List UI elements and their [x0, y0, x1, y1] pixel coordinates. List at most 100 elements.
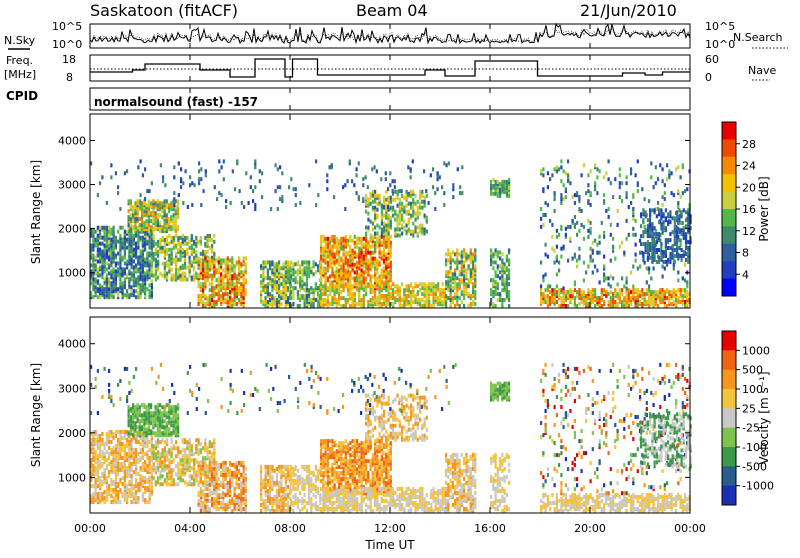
heatmap-cell — [173, 246, 175, 250]
heatmap-cell — [390, 265, 392, 269]
heatmap-cell — [419, 190, 421, 194]
heatmap-cell — [665, 208, 667, 212]
heatmap-cell — [666, 177, 668, 181]
heatmap-cell — [632, 193, 634, 197]
heatmap-cell — [144, 464, 146, 468]
heatmap-cell — [131, 289, 133, 293]
heatmap-cell — [92, 464, 94, 468]
heatmap-cell — [322, 271, 324, 275]
heatmap-cell — [198, 240, 200, 244]
heatmap-cell — [198, 274, 200, 278]
heatmap-cell — [101, 265, 103, 269]
heatmap-cell — [277, 207, 279, 211]
heatmap-cell — [610, 223, 612, 227]
heatmap-cell — [388, 200, 390, 204]
heatmap-cell — [229, 258, 231, 262]
heatmap-cell — [140, 295, 142, 299]
heatmap-cell — [184, 272, 186, 276]
nsearch-line — [90, 29, 690, 42]
heatmap-cell — [92, 267, 94, 271]
heatmap-cell — [560, 300, 562, 304]
heatmap-cell — [198, 177, 200, 181]
heatmap-cell — [260, 264, 262, 268]
heatmap-cell — [452, 286, 454, 290]
heatmap-cell — [276, 268, 278, 272]
heatmap-cell — [132, 205, 134, 209]
heatmap-cell — [666, 296, 668, 300]
heatmap-cell — [490, 254, 492, 258]
heatmap-cell — [108, 252, 110, 256]
heatmap-cell — [329, 302, 331, 306]
heatmap-cell — [456, 282, 458, 286]
heatmap-cell — [645, 214, 647, 218]
heatmap-cell — [262, 300, 264, 304]
heatmap-cell — [367, 204, 369, 208]
heatmap-cell — [603, 235, 605, 239]
heatmap-cell — [345, 304, 347, 308]
heatmap-cell — [499, 270, 501, 274]
heatmap-cell — [157, 240, 159, 244]
heatmap-cell — [669, 252, 671, 256]
heatmap-cell — [349, 235, 351, 239]
heatmap-cell — [322, 284, 324, 288]
heatmap-cell — [301, 268, 303, 272]
heatmap-cell — [265, 276, 267, 280]
heatmap-cell — [665, 260, 667, 264]
heatmap-cell — [648, 267, 650, 271]
heatmap-cell — [119, 478, 121, 482]
heatmap-cell — [632, 211, 634, 215]
heatmap-cell — [603, 300, 605, 304]
heatmap-cell — [283, 274, 285, 278]
heatmap-cell — [128, 405, 130, 409]
heatmap-cell — [115, 500, 117, 504]
heatmap-cell — [578, 292, 580, 296]
heatmap-cell — [452, 187, 454, 191]
heatmap-cell — [663, 220, 665, 224]
heatmap-cell — [385, 288, 387, 292]
heatmap-cell — [504, 184, 506, 188]
heatmap-cell — [376, 265, 378, 269]
heatmap-cell — [659, 298, 661, 302]
heatmap-cell — [388, 302, 390, 306]
heatmap-cell — [425, 189, 427, 193]
heatmap-cell — [669, 238, 671, 242]
heatmap-cell — [101, 456, 103, 460]
heatmap-cell — [587, 199, 589, 203]
heatmap-cell — [287, 286, 289, 290]
heatmap-cell — [406, 284, 408, 288]
heatmap-cell — [621, 199, 623, 203]
heatmap-cell — [229, 290, 231, 294]
heatmap-cell — [209, 294, 211, 298]
heatmap-cell — [220, 262, 222, 266]
heatmap-cell — [668, 296, 670, 300]
heatmap-cell — [331, 235, 333, 239]
heatmap-cell — [499, 250, 501, 254]
heatmap-cell — [133, 234, 135, 238]
heatmap-cell — [572, 219, 574, 223]
heatmap-cell — [619, 292, 621, 296]
heatmap-cell — [115, 269, 117, 273]
heatmap-cell — [363, 243, 365, 247]
y-tick-label: 2000 — [58, 223, 86, 236]
heatmap-cell — [243, 284, 245, 288]
station-title: Saskatoon (fitACF) — [90, 1, 238, 20]
heatmap-cell — [424, 300, 426, 304]
heatmap-cell — [146, 444, 148, 448]
heatmap-cell — [363, 298, 365, 302]
heatmap-cell — [415, 282, 417, 286]
heatmap-cell — [554, 209, 556, 213]
heatmap-cell — [403, 296, 405, 300]
heatmap-cell — [293, 187, 295, 191]
heatmap-cell — [177, 236, 179, 240]
heatmap-cell — [171, 268, 173, 272]
heatmap-cell — [367, 226, 369, 230]
heatmap-cell — [651, 260, 653, 264]
heatmap-cell — [542, 278, 544, 282]
heatmap-cell — [122, 226, 124, 230]
heatmap-cell — [182, 181, 184, 185]
heatmap-cell — [146, 486, 148, 490]
heatmap-cell — [207, 262, 209, 266]
heatmap-cell — [113, 480, 115, 484]
heatmap-cell — [674, 254, 676, 258]
heatmap-cell — [320, 255, 322, 259]
